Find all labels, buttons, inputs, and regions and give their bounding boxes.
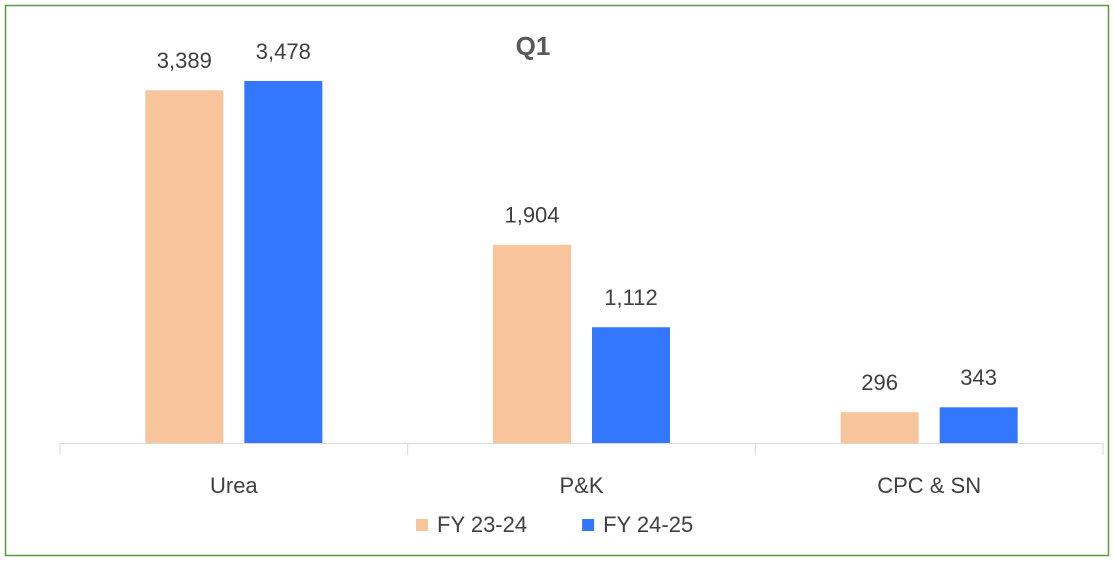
bar — [244, 81, 323, 443]
legend-swatch — [582, 519, 595, 531]
bar — [840, 412, 919, 443]
bar — [493, 244, 571, 443]
data-label: 296 — [861, 370, 898, 395]
bar — [939, 407, 1018, 443]
legend-label: FY 24-25 — [603, 512, 693, 537]
data-label: 1,904 — [504, 203, 559, 228]
data-label: 343 — [960, 365, 997, 390]
chart-title: Q1 — [516, 31, 551, 61]
data-label: 3,478 — [256, 39, 311, 64]
x-tick-label: CPC & SN — [877, 473, 981, 498]
x-tick-label: Urea — [210, 473, 258, 498]
bar — [145, 90, 224, 443]
data-label: 1,112 — [604, 285, 657, 310]
bar — [592, 327, 670, 443]
legend-swatch — [416, 519, 428, 531]
data-label: 3,389 — [157, 48, 212, 73]
x-tick-label: P&K — [559, 473, 603, 498]
legend-label: FY 23-24 — [437, 512, 527, 537]
